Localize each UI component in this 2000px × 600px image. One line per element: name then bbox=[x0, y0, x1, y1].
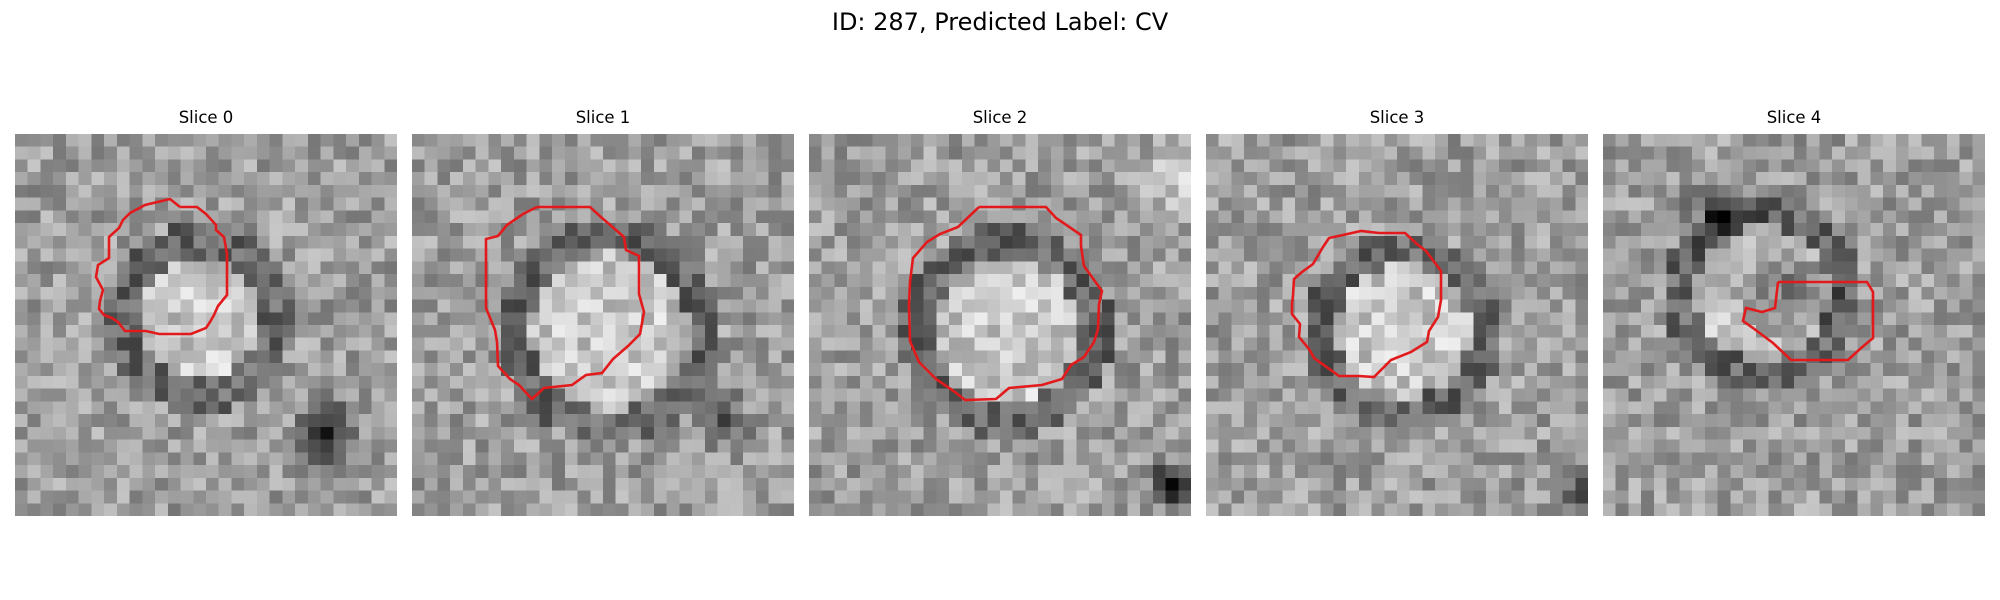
segmentation-contour bbox=[1290, 229, 1443, 379]
slice-title: Slice 4 bbox=[1766, 108, 1822, 127]
contour-line bbox=[1290, 229, 1443, 379]
segmentation-contour bbox=[94, 197, 229, 336]
contour-line bbox=[484, 205, 646, 401]
slice-image bbox=[809, 134, 1191, 516]
contour-line bbox=[1741, 280, 1875, 362]
slice-title: Slice 2 bbox=[972, 108, 1028, 127]
slice-image bbox=[1603, 134, 1985, 516]
segmentation-contour bbox=[907, 205, 1104, 402]
slice-image bbox=[15, 134, 397, 516]
slice-image bbox=[1206, 134, 1588, 516]
slice-panel-4: Slice 4 bbox=[1603, 106, 1985, 516]
contour-line bbox=[907, 205, 1104, 402]
figure-title: ID: 287, Predicted Label: CV bbox=[831, 8, 1169, 36]
slice-panel-0: Slice 0 bbox=[15, 106, 397, 516]
slice-title: Slice 0 bbox=[178, 108, 234, 127]
slice-panel-1: Slice 1 bbox=[412, 106, 794, 516]
segmentation-contour bbox=[484, 205, 646, 401]
segmentation-contour bbox=[1741, 280, 1875, 362]
contour-line bbox=[94, 197, 229, 336]
slice-title: Slice 3 bbox=[1369, 108, 1425, 127]
slice-panel-2: Slice 2 bbox=[809, 106, 1191, 516]
slice-panel-3: Slice 3 bbox=[1206, 106, 1588, 516]
slice-title: Slice 1 bbox=[575, 108, 631, 127]
slice-image bbox=[412, 134, 794, 516]
